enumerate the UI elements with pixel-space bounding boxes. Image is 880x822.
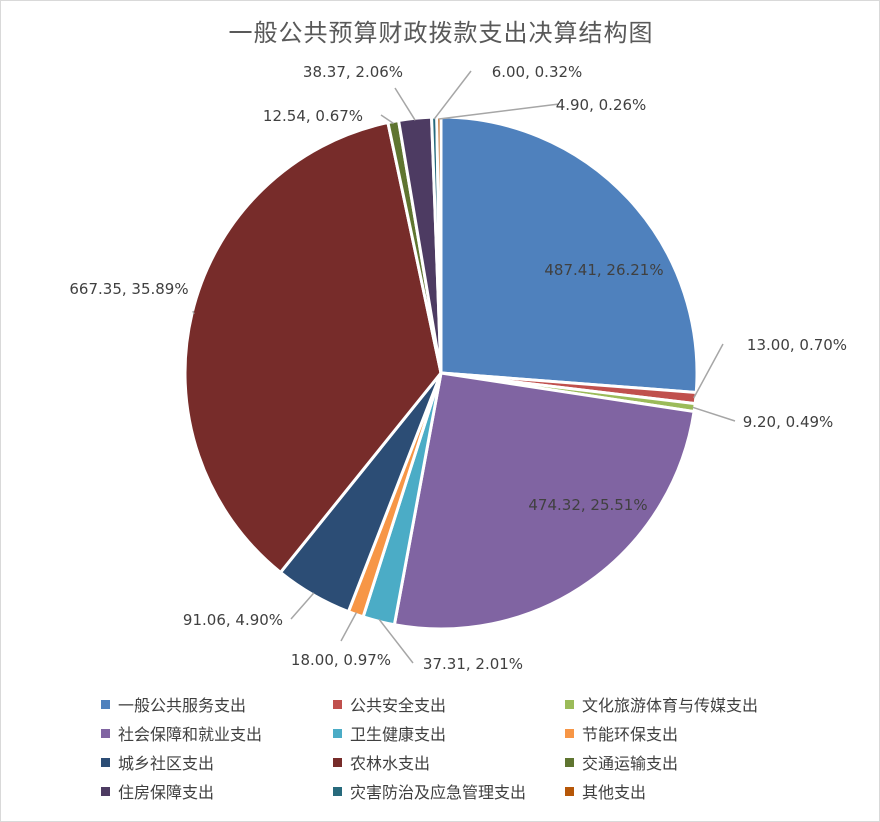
leader-line — [693, 343, 724, 399]
leader-line — [438, 103, 560, 120]
pie-slice — [183, 121, 443, 574]
data-label: 13.00, 0.70% — [747, 336, 847, 354]
legend-swatch — [101, 728, 110, 738]
legend-item: 一般公共服务支出 — [101, 694, 333, 715]
leader-line — [692, 406, 736, 422]
legend-swatch — [565, 699, 574, 709]
legend-swatch — [101, 786, 110, 796]
legend-item: 公共安全支出 — [333, 694, 565, 715]
legend-label: 文化旅游体育与传媒支出 — [582, 696, 759, 715]
pie-slice — [392, 371, 696, 631]
data-label: 474.32, 25.51% — [528, 496, 647, 514]
legend-label: 交通运输支出 — [582, 754, 679, 773]
data-label: 12.54, 0.67% — [263, 107, 363, 125]
legend-swatch — [101, 699, 110, 709]
legend-label: 节能环保支出 — [582, 725, 679, 744]
legend-item: 灾害防治及应急管理支出 — [333, 781, 565, 802]
leader-line — [380, 114, 395, 125]
legend-swatch — [565, 757, 574, 767]
leader-line — [340, 612, 358, 642]
legend-label: 灾害防治及应急管理支出 — [350, 783, 527, 802]
legend-item: 节能环保支出 — [565, 723, 825, 744]
legend-item: 卫生健康支出 — [333, 723, 565, 744]
data-label: 487.41, 26.21% — [544, 261, 663, 279]
legend-label: 住房保障支出 — [118, 783, 215, 802]
legend-item: 文化旅游体育与传媒支出 — [565, 694, 825, 715]
data-label: 18.00, 0.97% — [291, 651, 391, 669]
leader-line — [290, 592, 315, 620]
legend-swatch — [333, 728, 342, 738]
pie-slice — [435, 115, 443, 375]
chart-title: 一般公共预算财政拨款支出决算结构图 — [228, 19, 654, 47]
legend-label: 社会保障和就业支出 — [118, 725, 263, 744]
legend-label: 公共安全支出 — [350, 696, 447, 715]
legend-swatch — [565, 728, 574, 738]
data-label: 91.06, 4.90% — [183, 611, 283, 629]
legend-label: 其他支出 — [582, 783, 647, 802]
legend: 一般公共服务支出 公共安全支出 文化旅游体育与传媒支出社会保障和就业支出 卫生健康支出… — [101, 694, 861, 802]
legend-label: 卫生健康支出 — [350, 725, 447, 744]
legend-swatch — [333, 699, 342, 709]
legend-item: 城乡社区支出 — [101, 752, 333, 773]
legend-item: 住房保障支出 — [101, 781, 333, 802]
leader-line — [192, 310, 195, 315]
legend-item: 社会保障和就业支出 — [101, 723, 333, 744]
data-label: 667.35, 35.89% — [69, 280, 188, 298]
pie-slice — [439, 115, 699, 394]
leader-line — [378, 618, 414, 664]
data-label: 6.00, 0.32% — [492, 63, 583, 81]
legend-label: 农林水支出 — [350, 754, 431, 773]
legend-swatch — [333, 786, 342, 796]
pie-chart: 487.41, 26.21% 13.00, 0.70% 9.20, 0.49% 474… — [69, 63, 847, 673]
data-label: 4.90, 0.26% — [556, 96, 647, 114]
data-label: 38.37, 2.06% — [303, 63, 403, 81]
legend-swatch — [101, 757, 110, 767]
legend-label: 一般公共服务支出 — [118, 696, 247, 715]
leader-line — [394, 87, 416, 121]
legend-label: 城乡社区支出 — [118, 754, 215, 773]
data-label: 9.20, 0.49% — [743, 413, 834, 431]
legend-swatch — [565, 786, 574, 796]
legend-swatch — [333, 757, 342, 767]
data-label: 37.31, 2.01% — [423, 655, 523, 673]
legend-item: 农林水支出 — [333, 752, 565, 773]
legend-item: 其他支出 — [565, 781, 825, 802]
legend-item: 交通运输支出 — [565, 752, 825, 773]
leader-line — [433, 70, 472, 120]
